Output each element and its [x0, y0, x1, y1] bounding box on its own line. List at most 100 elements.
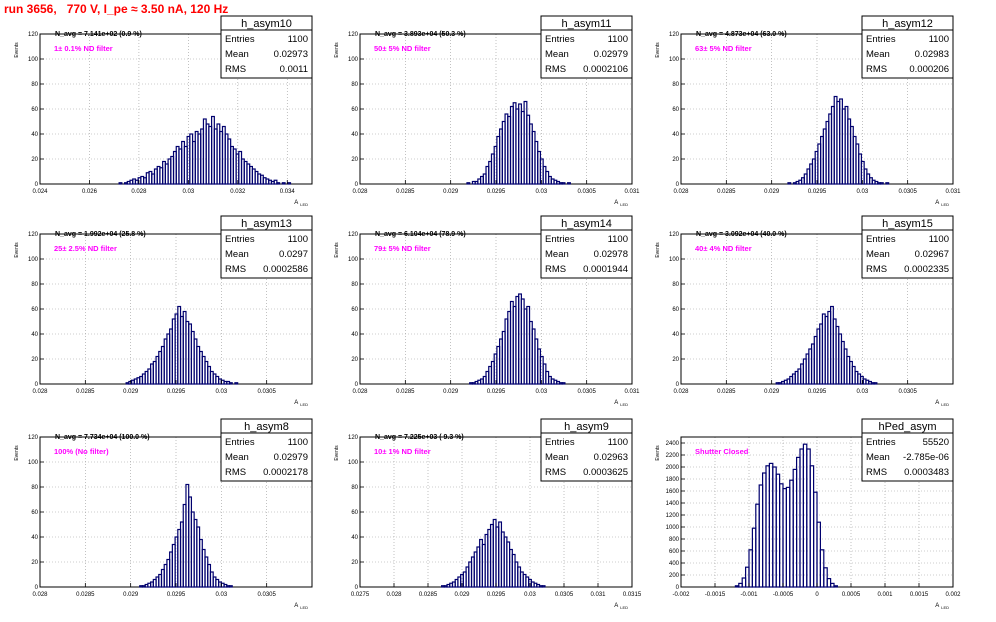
histogram-bin	[879, 182, 884, 185]
stats-value-rms: 0.0002335	[904, 264, 949, 275]
y-tick-label: 120	[669, 32, 680, 38]
x-tick-label: 0.028	[32, 592, 48, 598]
x-tick-label: 0	[815, 592, 819, 598]
y-tick-label: 100	[348, 57, 359, 63]
histogram-bin	[287, 182, 292, 185]
histogram-panel-h_asym9: 0.0275 0.028 0.0285 0.029 0.0295 0.03 0.0305 0.…	[334, 418, 642, 610]
y-tick-label: 120	[348, 435, 359, 441]
stats-key-mean: Mean	[225, 49, 249, 60]
y-tick-label: 60	[31, 307, 38, 313]
x-tick-label: 0.024	[32, 189, 48, 195]
x-tick-label: 0.0295	[487, 592, 506, 598]
histogram-bin	[833, 585, 838, 588]
x-tick-label: 0.0305	[257, 389, 276, 395]
stats-key-mean: Mean	[545, 452, 569, 463]
navg-text: N_avg = 6.104e+04 (78.9 %)	[375, 231, 466, 238]
x-axis-label: A LED	[294, 200, 308, 207]
stats-value-entries: 1100	[288, 34, 308, 45]
x-tick-label: -0.0005	[773, 592, 794, 598]
x-tick-label: 0.032	[230, 189, 246, 195]
y-tick-label: 120	[348, 32, 359, 38]
stats-value-rms: 0.0003625	[583, 467, 628, 478]
y-axis-label: Events	[14, 42, 20, 58]
y-tick-label: 100	[28, 57, 39, 63]
filter-note: 100% (No filter)	[54, 447, 109, 456]
stats-box	[220, 418, 313, 482]
y-tick-label: 120	[28, 232, 39, 238]
histogram-panel-h_asym15: 0.028 0.0285 0.029 0.0295 0.03 0.0305 0 20 40 60 8…	[655, 215, 954, 407]
filter-note: 10± 1% ND filter	[374, 447, 431, 456]
y-tick-label: 40	[351, 332, 358, 338]
histogram-bin	[561, 382, 566, 385]
filter-note: 50± 5% ND filter	[374, 44, 431, 53]
stats-value-rms: 0.0001944	[583, 264, 628, 275]
histogram-panel-hPed_asym: -0.002 -0.0015 -0.001 -0.0005 0 0.0005 0.001 0.…	[655, 418, 961, 610]
y-tick-label: 20	[351, 357, 358, 363]
x-axis-label: A LED	[935, 400, 949, 407]
stats-key-rms: RMS	[545, 467, 566, 478]
x-tick-label: 0.0305	[898, 389, 917, 395]
x-tick-label: 0.028	[352, 389, 368, 395]
x-axis-label: A LED	[294, 603, 308, 610]
stats-key-entries: Entries	[225, 437, 255, 448]
y-tick-label: 800	[669, 537, 680, 543]
filter-note: 79± 5% ND filter	[374, 244, 431, 253]
navg-text: N_avg = 7.225e+03 ( 9.3 %)	[375, 434, 464, 441]
stats-key-mean: Mean	[866, 49, 890, 60]
histogram-bin	[228, 585, 233, 588]
y-tick-label: 60	[351, 307, 358, 313]
y-tick-label: 20	[31, 157, 38, 163]
stats-title: h_asym15	[882, 218, 933, 230]
histogram-bin	[567, 182, 571, 185]
x-tick-label: -0.001	[740, 592, 758, 598]
histogram-bin	[118, 182, 123, 185]
stats-title: h_asym14	[561, 218, 612, 230]
y-tick-label: 120	[28, 435, 39, 441]
y-tick-label: 0	[35, 585, 39, 591]
stats-value-entries: 1100	[929, 234, 949, 245]
x-axis-sublabel: LED	[941, 202, 949, 207]
stats-value-mean: 0.02973	[274, 49, 308, 60]
x-tick-label: 0.029	[764, 389, 780, 395]
stats-key-mean: Mean	[545, 249, 569, 260]
x-tick-label: 0.029	[443, 389, 459, 395]
stats-value-mean: 0.02978	[594, 249, 628, 260]
y-tick-label: 120	[348, 232, 359, 238]
y-tick-label: 40	[31, 332, 38, 338]
stats-value-mean: 0.0297	[279, 249, 308, 260]
stats-box	[220, 215, 313, 279]
stats-title: h_asym11	[562, 18, 612, 30]
x-tick-label: -0.002	[672, 592, 690, 598]
y-axis-label: Events	[655, 42, 661, 58]
stats-key-rms: RMS	[225, 264, 246, 275]
y-tick-label: 60	[31, 510, 38, 516]
histogram-bin	[541, 585, 546, 588]
y-tick-label: 60	[672, 107, 679, 113]
stats-title: h_asym10	[241, 18, 292, 30]
y-tick-label: 40	[351, 535, 358, 541]
y-tick-label: 100	[28, 257, 39, 263]
y-tick-label: 40	[351, 132, 358, 138]
y-tick-label: 2400	[666, 441, 680, 447]
stats-value-rms: 0.0002586	[263, 264, 308, 275]
histogram-bin	[281, 182, 286, 185]
x-tick-label: 0.0305	[555, 592, 574, 598]
y-tick-label: 80	[31, 82, 38, 88]
x-tick-label: 0.002	[945, 592, 961, 598]
y-tick-label: 40	[672, 132, 679, 138]
x-tick-label: 0.0295	[167, 389, 186, 395]
x-tick-label: 0.028	[673, 189, 689, 195]
x-axis-sublabel: LED	[620, 605, 628, 610]
stats-key-entries: Entries	[545, 34, 575, 45]
filter-note: 40± 4% ND filter	[695, 244, 752, 253]
x-tick-label: 0.0295	[808, 189, 827, 195]
stats-value-entries: 55520	[923, 437, 949, 448]
x-tick-label: 0.029	[454, 592, 470, 598]
x-tick-label: 0.0285	[76, 592, 95, 598]
histogram-bin	[826, 577, 832, 588]
stats-key-mean: Mean	[866, 452, 890, 463]
histogram-bin	[273, 179, 278, 185]
y-tick-label: 80	[351, 282, 358, 288]
stats-title: h_asym12	[882, 18, 933, 30]
navg-text: N_avg = 3.893e+04 (50.3 %)	[375, 31, 466, 38]
